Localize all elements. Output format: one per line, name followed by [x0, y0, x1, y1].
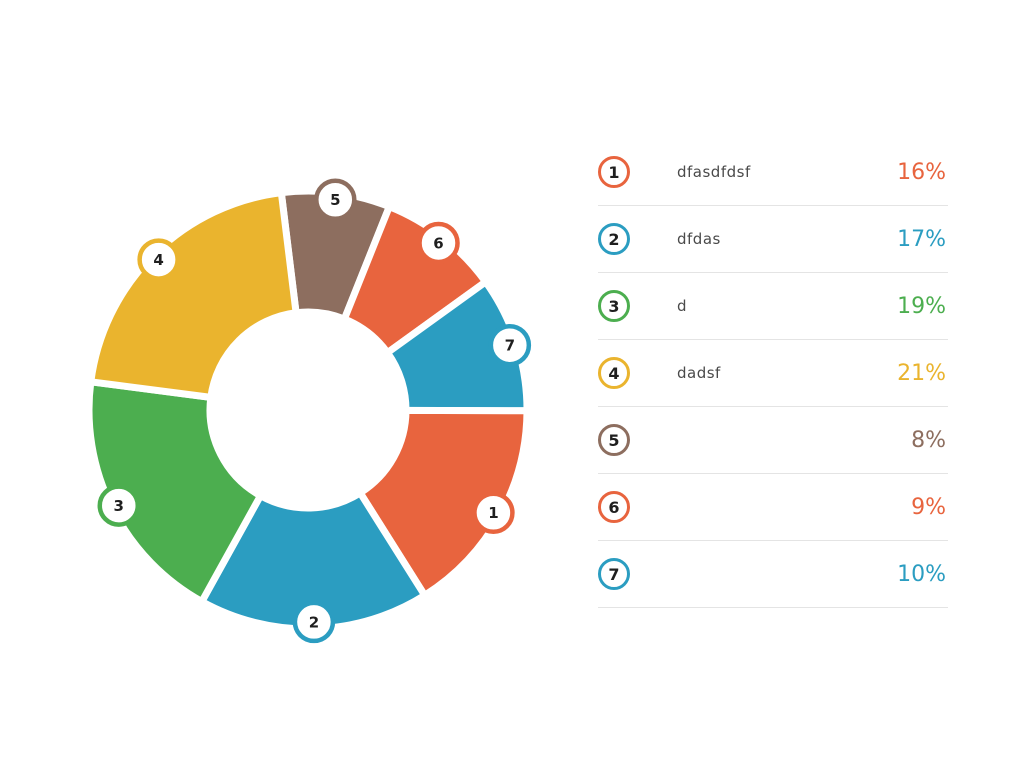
segment-badge-number-4: 4	[153, 251, 163, 269]
legend-percent-4: 21%	[897, 360, 946, 386]
legend-badge-7: 7	[598, 558, 630, 590]
legend-label-4: dadsf	[677, 364, 721, 382]
segment-badge-5	[314, 178, 357, 222]
segment-badge-6	[417, 221, 460, 265]
legend-badge-4: 4	[598, 357, 630, 389]
segment-badge-number-3: 3	[114, 497, 124, 515]
legend-row-2[interactable]: 2 dfdas 17%	[598, 206, 948, 273]
segment-badge-7	[488, 323, 532, 367]
segment-badge-number-1: 1	[488, 504, 498, 522]
legend-badge-3: 3	[598, 290, 630, 322]
legend-badge-2: 2	[598, 223, 630, 255]
legend-row-4[interactable]: 4 dadsf 21%	[598, 340, 948, 407]
legend-percent-6: 9%	[911, 494, 946, 520]
legend-percent-3: 19%	[897, 293, 946, 319]
segment-badge-number-5: 5	[330, 191, 340, 209]
segment-badge-number-6: 6	[433, 234, 443, 252]
legend-label-1: dfasdfdsf	[677, 163, 751, 181]
donut-segment-3[interactable]	[85, 378, 264, 606]
legend-badge-5: 5	[598, 424, 630, 456]
segment-badge-4	[137, 238, 180, 281]
legend-badge-6: 6	[598, 491, 630, 523]
legend-percent-2: 17%	[897, 226, 946, 252]
legend-percent-5: 8%	[911, 427, 946, 453]
legend-row-5[interactable]: 5 8%	[598, 407, 948, 474]
segment-badge-number-7: 7	[505, 337, 515, 355]
segment-badge-1	[472, 491, 515, 535]
donut-segment-2[interactable]	[198, 489, 429, 633]
legend-row-1[interactable]: 1 dfasdfdsf 16%	[598, 139, 948, 206]
legend-row-6[interactable]: 6 9%	[598, 474, 948, 541]
legend: 1 dfasdfdsf 16% 2 dfdas 17% 3 d 19% 4 da…	[598, 139, 948, 608]
segment-badge-3	[97, 484, 141, 527]
legend-percent-7: 10%	[897, 561, 946, 587]
legend-badge-1: 1	[598, 156, 630, 188]
donut-segment-1[interactable]	[356, 406, 531, 599]
segment-badge-number-2: 2	[309, 613, 319, 631]
donut-segment-4[interactable]	[87, 189, 300, 401]
legend-row-7[interactable]: 7 10%	[598, 541, 948, 608]
legend-row-3[interactable]: 3 d 19%	[598, 273, 948, 340]
legend-label-2: dfdas	[677, 230, 721, 248]
legend-label-3: d	[677, 297, 688, 315]
legend-percent-1: 16%	[897, 159, 946, 185]
segment-badge-2	[292, 600, 336, 644]
